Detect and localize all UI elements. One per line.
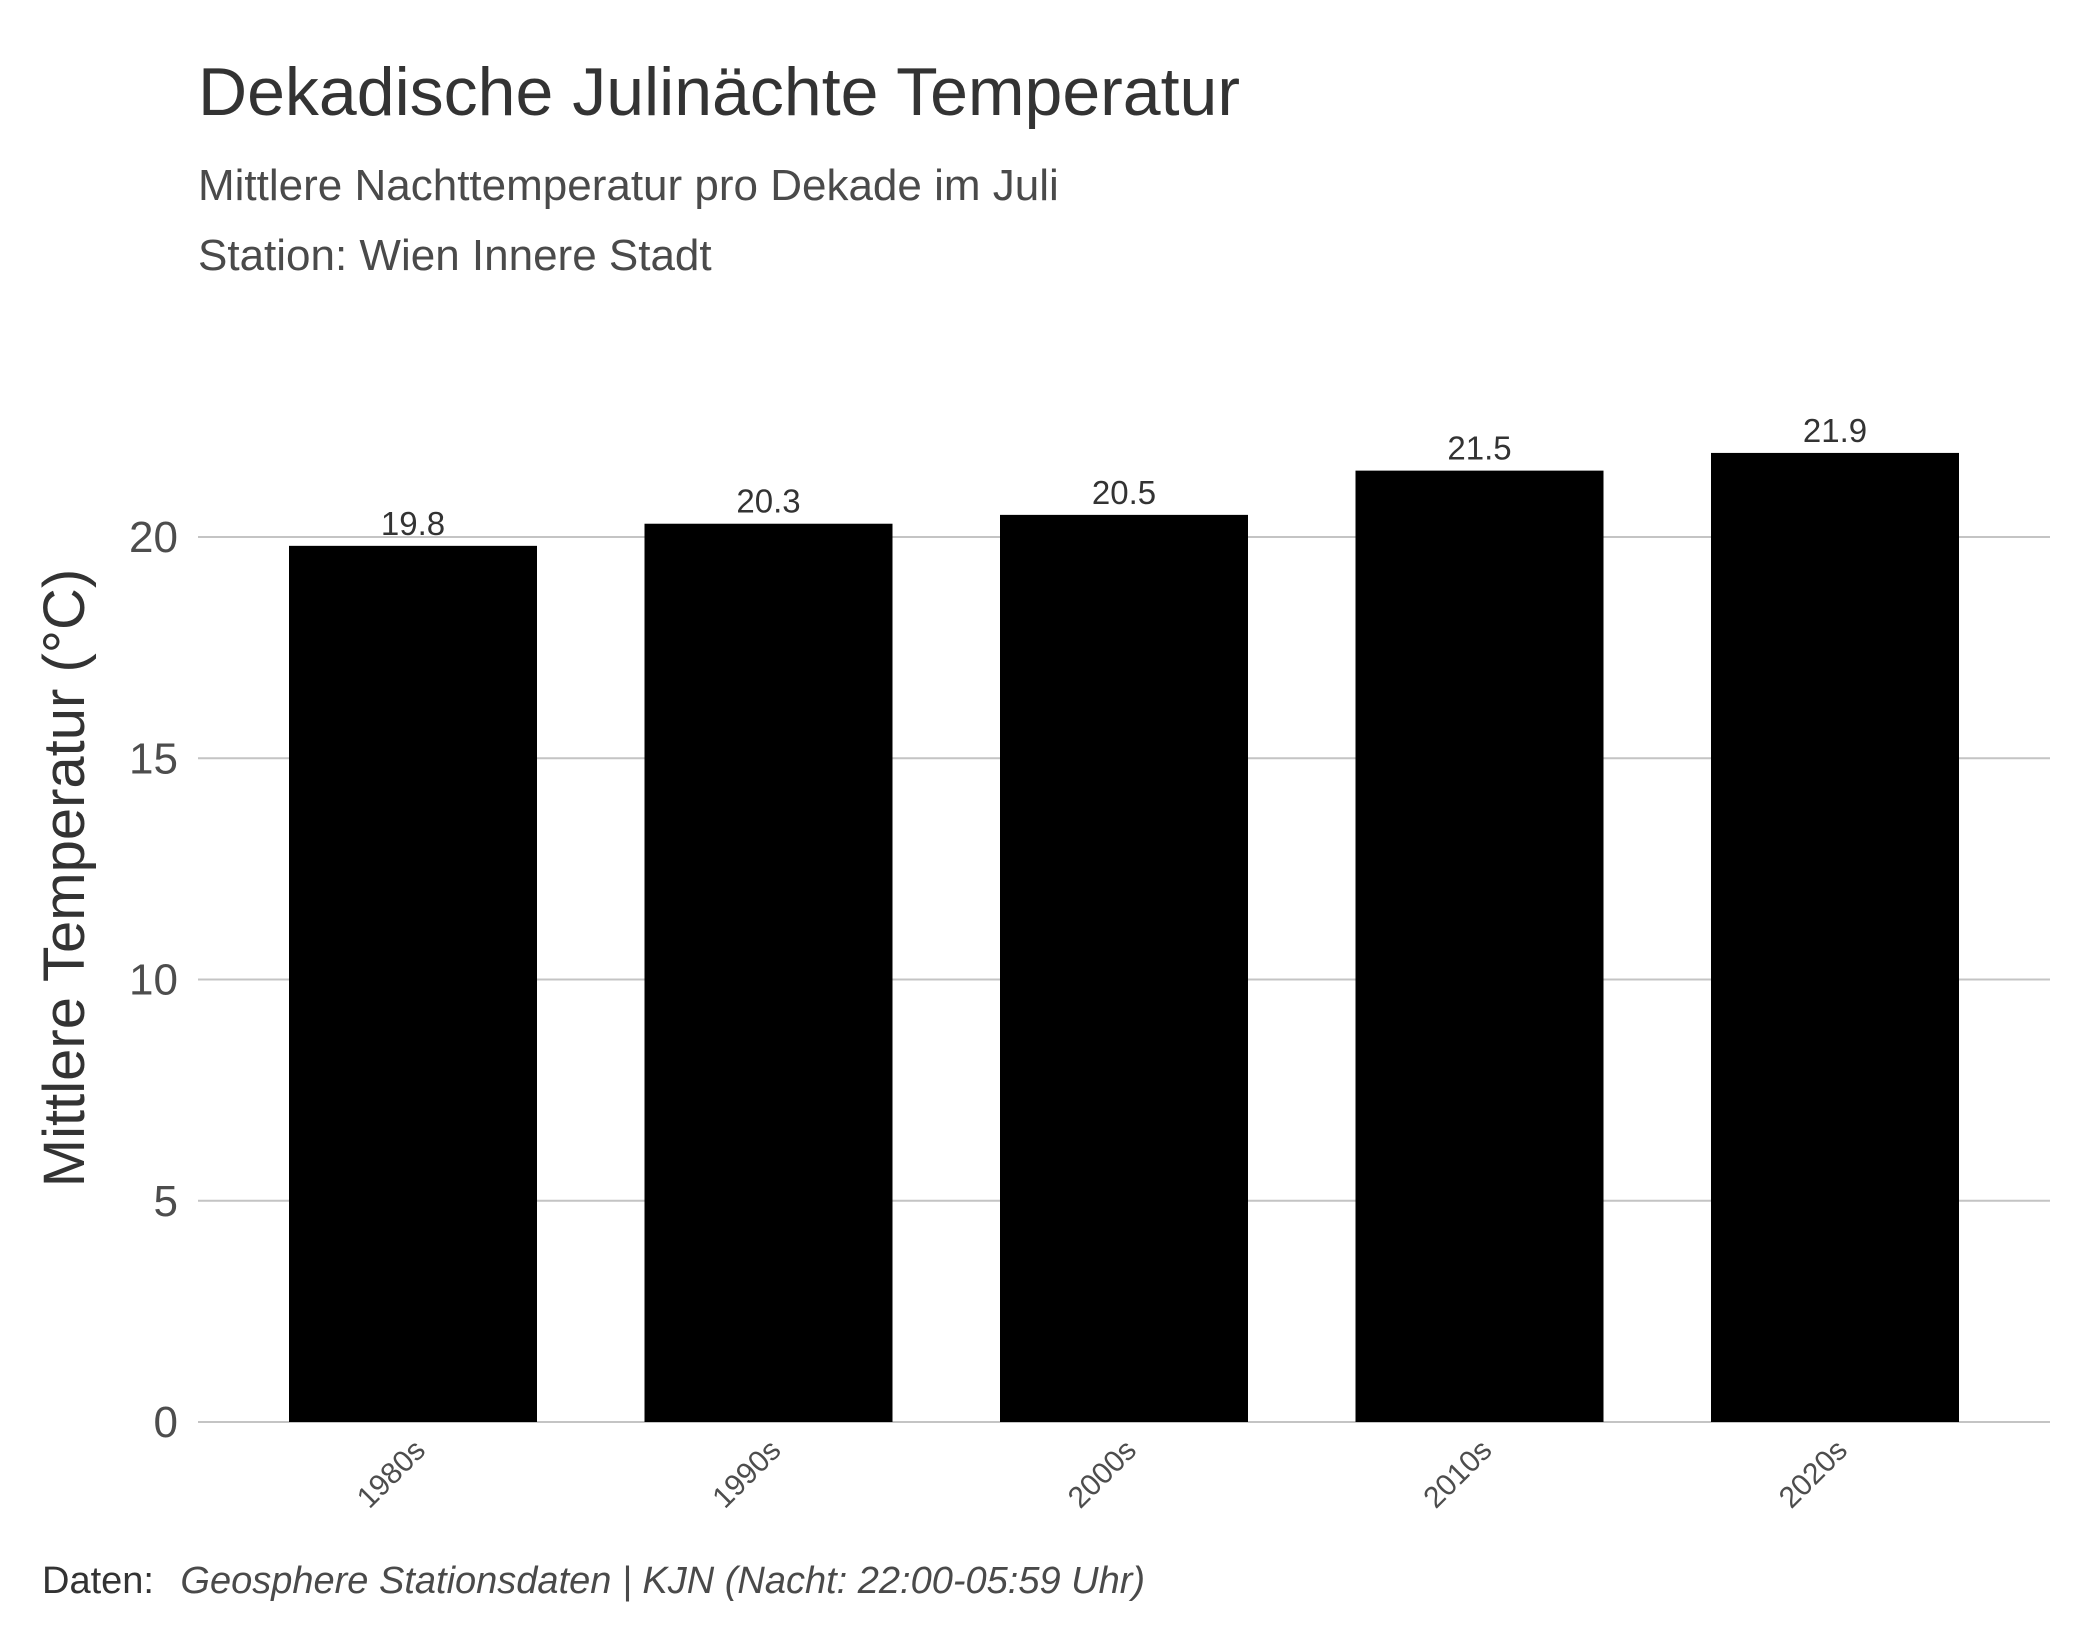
x-tick-label-2000s: 2000s [1062,1434,1143,1515]
y-tick-label-2: 10 [129,956,178,1005]
x-tick-label-2010s: 2010s [1417,1434,1498,1515]
caption-source: Geosphere Stationsdaten | KJN (Nacht: 22… [180,1560,1145,1602]
x-tick-label-1980s: 1980s [351,1434,432,1515]
bar-1980s [289,545,537,1422]
chart-subtitle-line-1: Mittlere Nachttemperatur pro Dekade im J… [198,161,1059,210]
x-tick-label-2020s: 2020s [1773,1434,1854,1515]
y-tick-label-1: 5 [154,1177,178,1226]
data-label-2020s: 21.9 [1803,412,1867,449]
y-tick-label-4: 20 [129,513,178,562]
data-label-2000s: 20.5 [1092,474,1156,511]
caption: Daten: Geosphere Stationsdaten | KJN (Na… [42,1560,1145,1602]
caption-label: Daten: [42,1560,154,1602]
data-label-1990s: 20.3 [736,483,800,520]
bar-2010s [1355,470,1604,1422]
data-label-2010s: 21.5 [1447,430,1511,467]
y-tick-label-0: 0 [154,1398,178,1447]
y-axis-ticks: 0 5 10 15 20 [129,513,178,1447]
bars [289,452,1959,1422]
bar-1990s [644,523,893,1422]
chart-title: Dekadische Julinächte Temperatur [198,54,1240,130]
y-axis-label: Mittlere Temperatur (°C) [32,569,97,1187]
bar-2020s [1711,452,1959,1422]
chart-subtitle-line-2: Station: Wien Innere Stadt [198,231,712,280]
y-tick-label-3: 15 [129,734,178,783]
bar-2000s [1000,514,1248,1422]
x-tick-label-1990s: 1990s [706,1434,787,1515]
x-axis-ticks: 1980s 1990s 2000s 2010s 2020s [351,1434,1854,1515]
data-label-1980s: 19.8 [381,505,445,542]
data-labels: 19.8 20.3 20.5 21.5 21.9 [381,412,1867,542]
